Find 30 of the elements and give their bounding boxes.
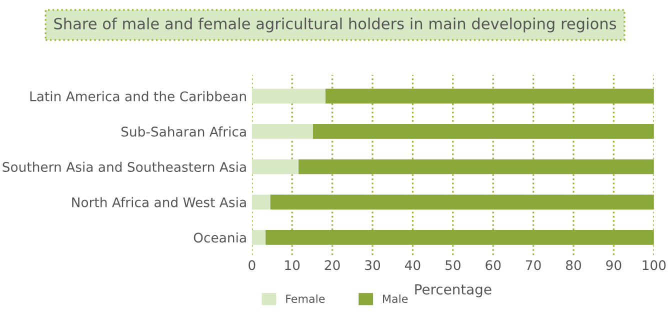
bar: [252, 88, 326, 104]
legend-label: Female: [286, 294, 325, 303]
x-tick-label: 80: [566, 260, 582, 270]
bar: [313, 124, 654, 139]
x-tick-label: 70: [526, 260, 541, 270]
x-tick-label: 20: [324, 260, 340, 270]
x-tick-label: 100: [642, 260, 666, 270]
bar: [325, 88, 654, 104]
y-tick-label: North Africa and West Asia: [72, 197, 246, 208]
bar: [270, 194, 654, 210]
y-tick-label: Sub-Saharan Africa: [121, 126, 246, 137]
x-axis-title: Percentage: [415, 284, 492, 298]
bar: [252, 194, 270, 210]
x-tick-label: 0: [248, 260, 256, 270]
bar: [252, 230, 266, 245]
x-tick-label: 50: [446, 260, 460, 270]
x-tick-label: 30: [365, 260, 380, 270]
legend-label: Male: [383, 294, 408, 303]
y-tick-label: Latin America and the Caribbean: [30, 91, 246, 102]
y-tick-label: Oceania: [194, 232, 246, 243]
bar: [266, 230, 654, 245]
bar: [252, 159, 299, 174]
x-tick-label: 10: [285, 260, 300, 270]
y-tick-label: Southern Asia and Southeastern Asia: [2, 162, 246, 172]
x-tick-label: 40: [404, 260, 420, 270]
x-tick-label: 60: [486, 260, 501, 270]
x-tick-label: 90: [606, 260, 622, 270]
bar: [298, 159, 654, 174]
bar: [252, 124, 314, 139]
chart-title: Share of male and female agricultural holders in main developing regions: [54, 18, 616, 32]
